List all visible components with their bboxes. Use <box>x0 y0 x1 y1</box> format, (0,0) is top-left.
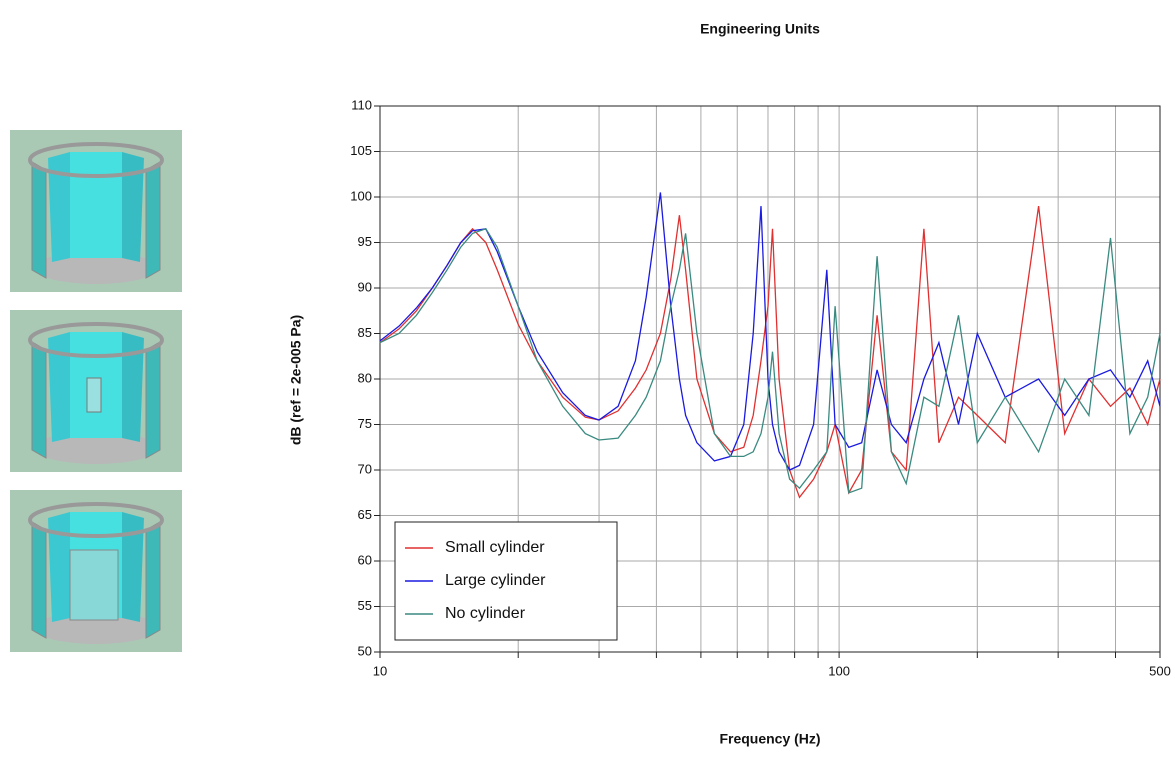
y-tick-label: 60 <box>358 552 372 567</box>
y-tick-label: 80 <box>358 370 372 385</box>
y-tick-label: 65 <box>358 507 372 522</box>
y-tick-label: 55 <box>358 598 372 613</box>
illustration-3 <box>8 488 184 654</box>
y-tick-label: 85 <box>358 325 372 340</box>
x-axis-label: Frequency (Hz) <box>719 731 820 747</box>
x-tick-label: 10 <box>373 663 387 678</box>
chart-title: Engineering Units <box>700 21 820 37</box>
y-tick-label: 75 <box>358 416 372 431</box>
series-line <box>379 228 1161 494</box>
illustration-2 <box>8 308 184 474</box>
legend-label: No cylinder <box>445 605 526 622</box>
y-tick-label: 95 <box>358 234 372 249</box>
x-tick-label: 500 <box>1149 663 1171 678</box>
illustration-1 <box>8 128 184 294</box>
x-tick-label: 100 <box>828 663 850 678</box>
y-tick-label: 100 <box>350 188 372 203</box>
series-line <box>379 206 1161 499</box>
legend-label: Small cylinder <box>445 539 545 556</box>
y-tick-label: 50 <box>358 643 372 658</box>
y-axis-label: dB (ref = 2e-005 Pa) <box>288 315 304 445</box>
legend-label: Large cylinder <box>445 572 546 589</box>
y-tick-label: 90 <box>358 279 372 294</box>
y-tick-label: 110 <box>351 97 372 112</box>
y-tick-label: 105 <box>350 143 372 158</box>
y-tick-label: 70 <box>358 461 372 476</box>
